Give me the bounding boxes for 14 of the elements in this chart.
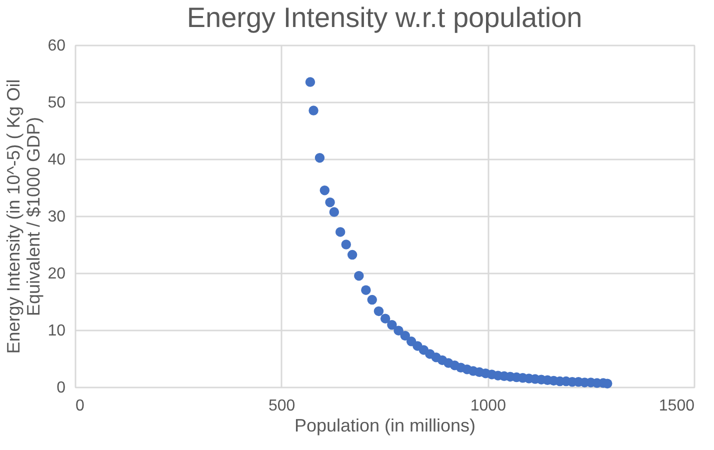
chart-title: Energy Intensity w.r.t population — [186, 2, 582, 33]
y-axis-title: Energy Intensity (in 10^-5) ( Kg Oil Equivalent / $1000 GDP) — [4, 79, 44, 354]
x-tick-label: 1500 — [658, 398, 695, 414]
y-tick-label: 60 — [48, 38, 66, 54]
x-tick-label: 500 — [268, 398, 296, 414]
y-tick-label: 50 — [48, 94, 66, 112]
x-axis-title: Population (in millions) — [294, 416, 476, 436]
y-tick-label: 30 — [48, 208, 66, 226]
y-tick-label: 20 — [48, 266, 66, 282]
x-tick-label: 0 — [76, 398, 84, 414]
y-tick-label: 0 — [56, 380, 66, 396]
y-tick-label: 10 — [48, 322, 66, 340]
y-tick-label: 40 — [48, 152, 66, 168]
x-tick-label: 1000 — [470, 398, 506, 414]
